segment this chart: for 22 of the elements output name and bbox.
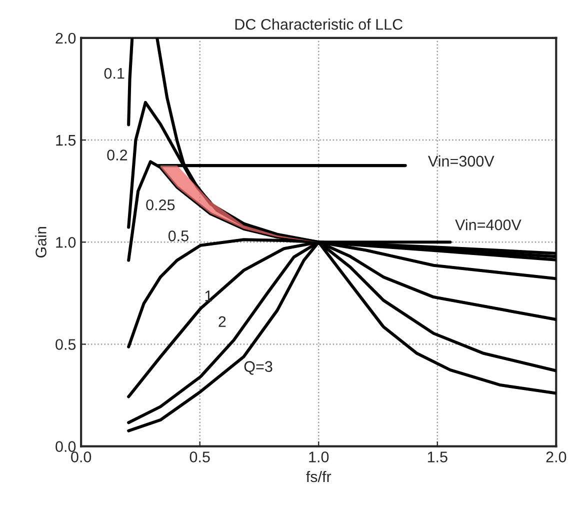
series-label: 0.2 — [107, 150, 128, 160]
series-label: 0.25 — [146, 199, 175, 210]
x-tick-label: 0.5 — [190, 452, 210, 462]
series-label: 1 — [205, 290, 212, 302]
y-tick-label: 2.0 — [56, 32, 76, 44]
y-tick-label: 0.5 — [56, 339, 76, 350]
series-label: 0.1 — [104, 68, 124, 79]
y-tick-label: 1.0 — [56, 236, 76, 248]
x-axis-title: fs/fr — [306, 470, 332, 482]
x-tick-label: 2.0 — [546, 452, 566, 462]
series-label: Vin=300V — [428, 155, 494, 167]
series-label: 0.5 — [168, 230, 188, 242]
x-tick-label: 1.0 — [309, 452, 329, 462]
x-tick-label: 1.5 — [428, 452, 448, 462]
chart-title: DC Characteristic of LLC — [235, 18, 403, 30]
series-label: Vin=400V — [455, 219, 522, 230]
y-axis-title: Gain — [35, 226, 46, 258]
y-tick-label: 0.0 — [56, 441, 76, 452]
x-tick-label: 0.0 — [71, 452, 92, 462]
y-tick-label: 1.5 — [56, 135, 76, 146]
series-label: Q=3 — [244, 361, 272, 375]
series-label: 2 — [218, 316, 226, 327]
